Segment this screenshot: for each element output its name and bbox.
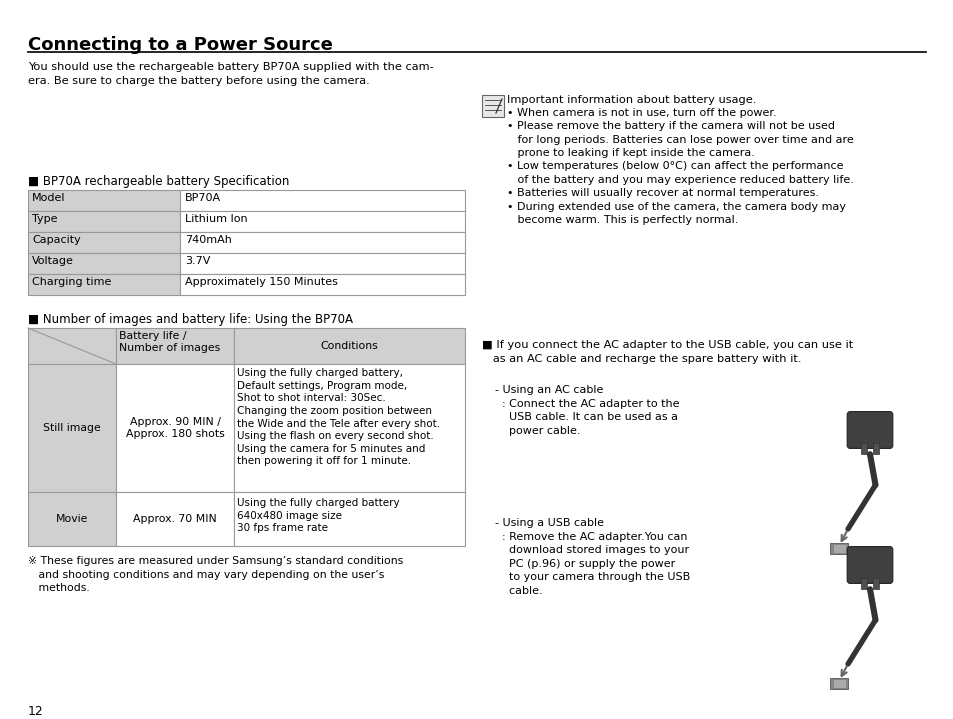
Bar xyxy=(832,679,845,688)
Bar xyxy=(829,544,847,554)
Bar xyxy=(233,492,464,546)
Text: Battery life /
Number of images: Battery life / Number of images xyxy=(119,331,220,354)
Text: Still image: Still image xyxy=(43,423,101,433)
Bar xyxy=(28,190,180,211)
Text: Voltage: Voltage xyxy=(32,256,73,266)
Text: • When camera is not in use, turn off the power.
• Please remove the battery if : • When camera is not in use, turn off th… xyxy=(506,108,853,225)
Bar xyxy=(116,492,233,546)
Bar xyxy=(180,211,464,232)
Bar xyxy=(28,492,116,546)
Bar xyxy=(28,328,116,364)
Text: Type: Type xyxy=(32,214,57,224)
Bar xyxy=(180,274,464,295)
FancyBboxPatch shape xyxy=(846,546,892,583)
Text: 3.7V: 3.7V xyxy=(185,256,211,266)
Text: BP70A: BP70A xyxy=(185,193,221,203)
Text: Approx. 90 MIN /
Approx. 180 shots: Approx. 90 MIN / Approx. 180 shots xyxy=(126,417,224,439)
Bar xyxy=(832,544,845,553)
Bar xyxy=(861,578,865,589)
Text: - Using an AC cable
  : Connect the AC adapter to the
    USB cable. It can be u: - Using an AC cable : Connect the AC ada… xyxy=(495,385,679,436)
Text: Movie: Movie xyxy=(56,514,88,524)
Text: You should use the rechargeable battery BP70A supplied with the cam-
era. Be sur: You should use the rechargeable battery … xyxy=(28,62,434,86)
Text: Approx. 70 MIN: Approx. 70 MIN xyxy=(133,514,216,524)
Bar xyxy=(829,678,847,690)
Text: ■ BP70A rechargeable battery Specification: ■ BP70A rechargeable battery Specificati… xyxy=(28,175,289,188)
Text: Using the fully charged battery,
Default settings, Program mode,
Shot to shot in: Using the fully charged battery, Default… xyxy=(236,368,439,467)
Text: - Using a USB cable
  : Remove the AC adapter.You can
    download stored images: - Using a USB cable : Remove the AC adap… xyxy=(495,518,690,596)
Text: Capacity: Capacity xyxy=(32,235,81,245)
Text: 740mAh: 740mAh xyxy=(185,235,232,245)
Bar xyxy=(861,443,865,454)
Text: Lithium Ion: Lithium Ion xyxy=(185,214,248,224)
Bar xyxy=(872,578,878,589)
Text: ※ These figures are measured under Samsung’s standard conditions
   and shooting: ※ These figures are measured under Samsu… xyxy=(28,556,403,593)
Bar xyxy=(481,95,503,117)
Bar xyxy=(180,232,464,253)
Bar xyxy=(116,364,233,492)
Bar xyxy=(116,328,233,364)
Bar xyxy=(180,253,464,274)
Text: ■ Number of images and battery life: Using the BP70A: ■ Number of images and battery life: Usi… xyxy=(28,313,353,326)
Text: 12: 12 xyxy=(28,705,44,718)
Text: Conditions: Conditions xyxy=(320,341,377,351)
Bar xyxy=(872,443,878,454)
Bar xyxy=(28,232,180,253)
Text: ■ If you connect the AC adapter to the USB cable, you can use it
   as an AC cab: ■ If you connect the AC adapter to the U… xyxy=(481,340,852,364)
Text: Approximately 150 Minutes: Approximately 150 Minutes xyxy=(185,277,337,287)
Bar xyxy=(28,253,180,274)
Text: Important information about battery usage.: Important information about battery usag… xyxy=(506,95,756,105)
Text: Model: Model xyxy=(32,193,66,203)
Bar xyxy=(28,211,180,232)
Text: Connecting to a Power Source: Connecting to a Power Source xyxy=(28,36,333,54)
Bar xyxy=(180,190,464,211)
Text: Charging time: Charging time xyxy=(32,277,112,287)
Text: Using the fully charged battery
640x480 image size
30 fps frame rate: Using the fully charged battery 640x480 … xyxy=(236,498,399,533)
Bar xyxy=(28,364,116,492)
Bar xyxy=(233,328,464,364)
Bar xyxy=(28,274,180,295)
Bar xyxy=(233,364,464,492)
FancyBboxPatch shape xyxy=(846,411,892,449)
